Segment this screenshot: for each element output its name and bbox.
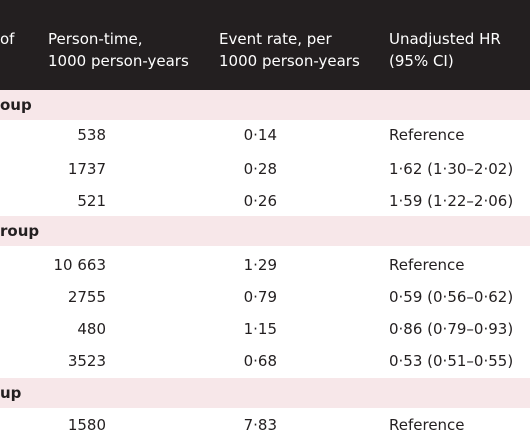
person-time-cell: 1737 xyxy=(67,160,106,178)
table-row: 1737 0·28 1·62 (1·30–2·02) xyxy=(0,154,530,184)
group-header-2: roup xyxy=(0,216,530,246)
header-person-time-line2: 1000 person-years xyxy=(48,52,189,70)
table-row: 538 0·14 Reference xyxy=(0,120,530,150)
person-time-cell: 538 xyxy=(77,126,106,144)
hr-cell: Reference xyxy=(389,126,465,144)
header-unadjusted-hr-line2: (95% CI) xyxy=(389,52,454,70)
hr-cell: 1·59 (1·22–2·06) xyxy=(389,192,514,210)
header-col-partial: of xyxy=(0,28,14,50)
event-rate-cell: 0·68 xyxy=(243,352,277,370)
header-unadjusted-hr: Unadjusted HR (95% CI) xyxy=(389,28,501,72)
person-time-cell: 480 xyxy=(77,320,106,338)
header-person-time: Person-time, 1000 person-years xyxy=(48,28,189,72)
header-event-rate: Event rate, per 1000 person-years xyxy=(219,28,360,72)
header-unadjusted-hr-line1: Unadjusted HR xyxy=(389,30,501,48)
header-person-time-line1: Person-time, xyxy=(48,30,143,48)
table-row: 1580 7·83 Reference xyxy=(0,410,530,440)
group-header-3: up xyxy=(0,378,530,408)
person-time-cell: 2755 xyxy=(67,288,106,306)
event-rate-cell: 1·15 xyxy=(243,320,277,338)
group-header-1: oup xyxy=(0,90,530,120)
hr-cell: Reference xyxy=(389,256,465,274)
person-time-cell: 10 663 xyxy=(53,256,107,274)
person-time-cell: 3523 xyxy=(67,352,106,370)
group-label: roup xyxy=(0,222,40,240)
hr-cell: 0·59 (0·56–0·62) xyxy=(389,288,514,306)
header-event-rate-line2: 1000 person-years xyxy=(219,52,360,70)
table-row: 480 1·15 0·86 (0·79–0·93) xyxy=(0,314,530,344)
hr-cell: 0·86 (0·79–0·93) xyxy=(389,320,514,338)
event-rate-cell: 0·14 xyxy=(243,126,277,144)
table-row: 521 0·26 1·59 (1·22–2·06) xyxy=(0,186,530,216)
event-rate-cell: 0·26 xyxy=(243,192,277,210)
table-row: 2755 0·79 0·59 (0·56–0·62) xyxy=(0,282,530,312)
header-col-partial-line1: of xyxy=(0,30,15,48)
table-row: 10 663 1·29 Reference xyxy=(0,250,530,280)
hr-cell: 0·53 (0·51–0·55) xyxy=(389,352,514,370)
table-row: 3523 0·68 0·53 (0·51–0·55) xyxy=(0,346,530,376)
table-header: of Person-time, 1000 person-years Event … xyxy=(0,0,530,90)
hr-cell: Reference xyxy=(389,416,465,434)
person-time-cell: 1580 xyxy=(67,416,106,434)
group-label: up xyxy=(0,384,22,402)
header-event-rate-line1: Event rate, per xyxy=(219,30,332,48)
event-rate-cell: 0·28 xyxy=(243,160,277,178)
person-time-cell: 521 xyxy=(77,192,106,210)
group-label: oup xyxy=(0,96,32,114)
hr-cell: 1·62 (1·30–2·02) xyxy=(389,160,514,178)
event-rate-cell: 1·29 xyxy=(243,256,277,274)
event-rate-cell: 0·79 xyxy=(243,288,277,306)
event-rate-cell: 7·83 xyxy=(243,416,277,434)
